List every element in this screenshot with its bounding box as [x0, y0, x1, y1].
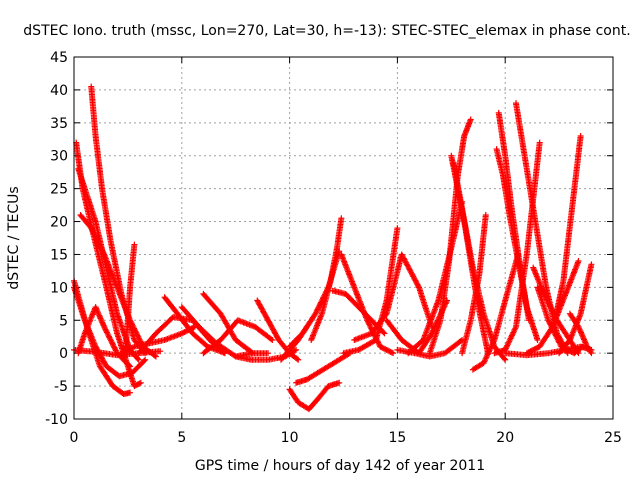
y-tick-label: 15: [50, 247, 68, 263]
plus-markers: [513, 100, 571, 357]
y-tick-label: 20: [50, 215, 68, 231]
series-arc26: [351, 251, 435, 343]
plus-markers: [293, 350, 353, 386]
y-tick-label: 0: [59, 346, 68, 362]
series-arc42: [551, 132, 584, 324]
y-axis-label: dSTEC / TECUs: [6, 186, 22, 289]
plus-markers: [200, 290, 272, 357]
plus-markers: [351, 251, 435, 343]
plus-markers: [394, 337, 466, 360]
data-points: [71, 83, 595, 413]
plus-markers: [200, 317, 276, 357]
x-tick-label: 25: [604, 430, 622, 446]
x-tick-label: 10: [281, 430, 299, 446]
series-arc38: [513, 100, 571, 357]
plus-markers: [502, 343, 595, 359]
series-arc09: [120, 241, 138, 357]
plus-markers: [459, 211, 489, 357]
chart-title: dSTEC Iono. truth (mssc, Lon=270, Lat=30…: [23, 23, 630, 39]
y-tick-label: -10: [45, 412, 68, 428]
y-tick-label: -5: [54, 379, 68, 395]
x-tick-label: 20: [496, 430, 514, 446]
series-arc33: [459, 211, 489, 357]
plus-markers: [286, 379, 343, 413]
series-arc34: [469, 251, 522, 373]
x-axis-label: GPS time / hours of day 142 of year 2011: [195, 458, 485, 474]
plot-frame: [73, 56, 614, 420]
series-arc22: [308, 215, 345, 343]
series-arc20: [293, 350, 353, 386]
x-tick-label: 5: [177, 430, 186, 446]
series-arc37: [495, 109, 532, 324]
series-arc15: [200, 317, 276, 357]
plus-markers: [308, 215, 345, 343]
series-arc30: [426, 116, 474, 357]
series-arc19: [286, 379, 343, 413]
plus-markers: [120, 241, 138, 357]
series-arc28: [394, 337, 466, 360]
x-tick-label: 15: [388, 430, 406, 446]
plus-markers: [495, 109, 532, 324]
axis-ticks: 0 5 10 15 20 25 -10 -5 0 5 10 15 20 25 30 35 40 45: [45, 50, 622, 446]
plus-markers: [469, 251, 522, 373]
y-tick-label: 10: [50, 280, 68, 296]
x-tick-label: 0: [70, 430, 79, 446]
series-arc45: [502, 343, 595, 359]
plus-markers: [426, 116, 474, 357]
plus-markers: [551, 132, 584, 324]
y-tick-label: 30: [50, 149, 68, 165]
y-tick-label: 45: [50, 50, 68, 66]
y-tick-label: 5: [59, 313, 68, 329]
grid: [74, 57, 613, 419]
series-arc14: [200, 290, 272, 357]
y-tick-label: 35: [50, 116, 68, 132]
y-tick-label: 25: [50, 182, 68, 198]
y-tick-label: 40: [50, 83, 68, 99]
